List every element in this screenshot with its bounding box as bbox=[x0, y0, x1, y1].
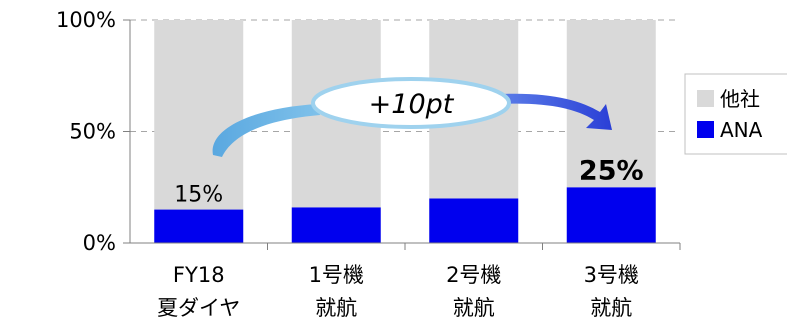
annotation-label: +10pt bbox=[369, 89, 455, 120]
legend-frame bbox=[684, 73, 787, 155]
increase-annotation: +10pt bbox=[212, 77, 612, 157]
legend-label-others: 他社 bbox=[720, 87, 760, 111]
y-tick-label: 0% bbox=[83, 231, 116, 255]
x-tick-label: 夏ダイヤ bbox=[157, 296, 240, 320]
bar-ana bbox=[429, 198, 519, 243]
y-tick-label: 50% bbox=[69, 120, 116, 144]
x-tick-label: 1号機 bbox=[309, 263, 364, 287]
bar-ana bbox=[566, 187, 656, 243]
bar-ana bbox=[154, 209, 244, 243]
curved-arrow-right bbox=[500, 93, 612, 130]
legend-label-ana: ANA bbox=[720, 118, 763, 142]
x-tick-label: 就航 bbox=[453, 296, 495, 320]
data-label: 15% bbox=[174, 183, 223, 208]
legend: 他社 ANA bbox=[684, 73, 787, 155]
legend-swatch-others bbox=[697, 90, 714, 107]
curved-arrow-left bbox=[212, 104, 320, 157]
x-tick-label: 2号機 bbox=[446, 263, 501, 287]
x-tick-label: 就航 bbox=[315, 296, 357, 320]
annotation-ellipse bbox=[311, 77, 511, 129]
data-label: 25% bbox=[579, 155, 644, 186]
bar-others bbox=[154, 20, 244, 210]
y-tick-label: 100% bbox=[56, 8, 116, 32]
legend-swatch-ana bbox=[697, 121, 714, 138]
x-tick-label: 3号機 bbox=[584, 263, 639, 287]
x-tick-label: FY18 bbox=[173, 263, 225, 287]
x-tick-label: 就航 bbox=[590, 296, 632, 320]
bar-ana bbox=[291, 207, 381, 243]
